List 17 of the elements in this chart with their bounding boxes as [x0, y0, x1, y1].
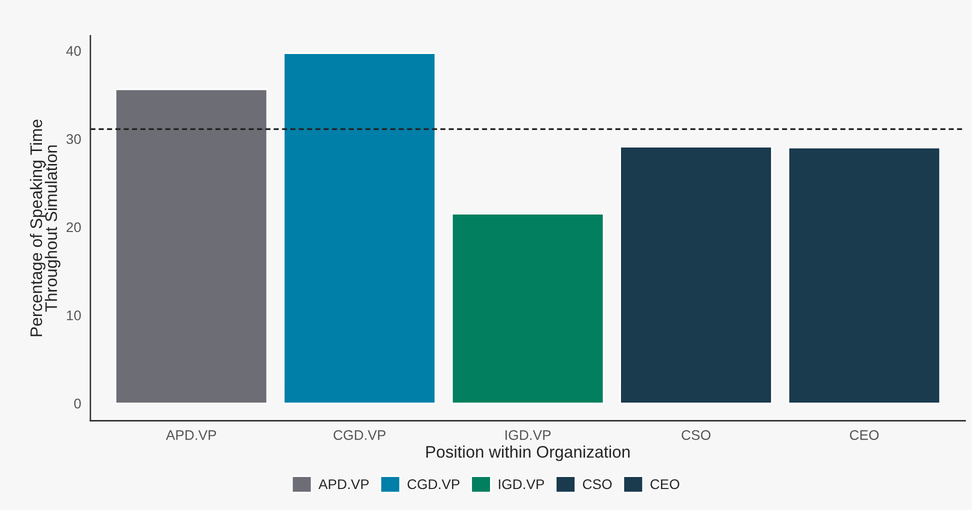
y-tick-label: 40: [66, 46, 81, 56]
y-tick-label: 0: [74, 398, 81, 408]
y-tick-label: 30: [66, 134, 81, 144]
y-axis-title: Percentage of Speaking Time Throughout Simulation: [30, 120, 60, 336]
x-tick-label: CSO: [682, 430, 710, 440]
x-tick-label: IGD.VP: [506, 430, 551, 440]
y-tick-label: 20: [66, 222, 81, 232]
x-axis-title: Position within Organization: [426, 446, 630, 462]
x-tick-label: CGD.VP: [334, 430, 386, 440]
legend-label: CSO: [582, 479, 612, 490]
legend-label: CEO: [650, 479, 680, 490]
legend-label: CGD.VP: [408, 479, 460, 490]
y-tick-label: 10: [66, 310, 81, 320]
x-tick-label: CEO: [850, 430, 879, 440]
legend-label: APD.VP: [318, 479, 369, 489]
x-tick-label: APD.VP: [166, 430, 216, 440]
legend-label: IGD.VP: [498, 479, 544, 490]
